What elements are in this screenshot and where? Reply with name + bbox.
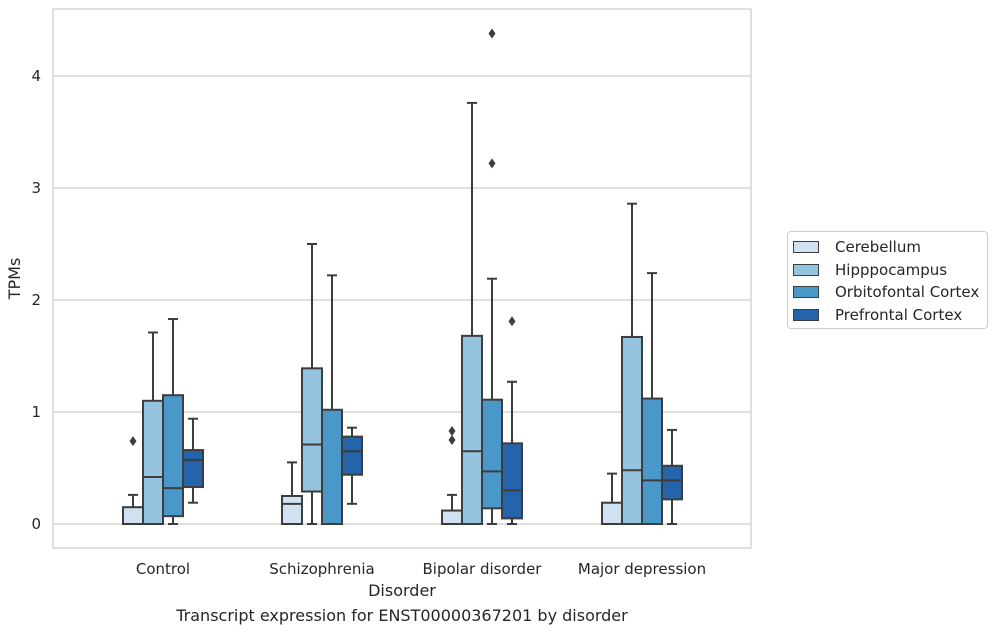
outlier-point: [488, 158, 496, 169]
x-tick-label: Major depression: [578, 560, 706, 578]
legend-label: Orbitofontal Cortex: [835, 283, 980, 302]
box-iqr: [481, 398, 503, 510]
box-orbitofontal-cortex: [321, 274, 343, 526]
legend-label: Cerebellum: [835, 238, 921, 257]
legend-item: Cerebellum: [793, 236, 987, 259]
legend-item: Orbitofontal Cortex: [793, 281, 987, 304]
legend: Cerebellum Hipppocampus Orbitofontal Corte…: [787, 231, 988, 329]
y-tick-label: 1: [31, 403, 41, 421]
box-iqr: [501, 442, 523, 520]
x-tick-label: Schizophrenia: [269, 560, 374, 578]
box-prefrontal-cortex: [341, 426, 363, 505]
y-tick-label: 0: [31, 515, 41, 533]
legend-swatch: [793, 286, 819, 299]
plot-frame: [52, 8, 752, 549]
box-iqr: [441, 509, 463, 525]
box-cerebellum: [601, 472, 623, 526]
box-cerebellum: [441, 426, 463, 525]
outlier-point: [448, 426, 456, 437]
legend-item: Hipppocampus: [793, 259, 987, 282]
outlier-point: [508, 316, 516, 327]
x-tick-label: Bipolar disorder: [423, 560, 543, 578]
box-iqr: [142, 399, 164, 525]
box-iqr: [341, 435, 363, 476]
box-iqr: [621, 335, 643, 525]
legend-swatch: [793, 308, 819, 321]
box-iqr: [601, 501, 623, 526]
box-iqr: [281, 495, 303, 525]
box-hipppocampus: [301, 243, 323, 525]
box-cerebellum: [122, 436, 144, 526]
box-orbitofontal-cortex: [641, 272, 663, 525]
box-iqr: [641, 397, 663, 525]
box-prefrontal-cortex: [501, 316, 523, 525]
legend-swatch: [793, 241, 819, 254]
box-hipppocampus: [621, 202, 643, 525]
box-iqr: [182, 449, 204, 489]
box-iqr: [301, 367, 323, 493]
x-tick-labels: Control Schizophrenia Bipolar disorder Majo…: [136, 560, 706, 578]
legend-label: Prefrontal Cortex: [835, 305, 963, 324]
y-tick-label: 3: [31, 179, 41, 197]
box-prefrontal-cortex: [182, 417, 204, 504]
legend-item: Prefrontal Cortex: [793, 304, 987, 327]
legend-label: Hipppocampus: [835, 260, 948, 279]
box-iqr: [461, 334, 483, 525]
y-tick-label: 2: [31, 291, 41, 309]
box-hipppocampus: [142, 331, 164, 525]
x-axis-title: Disorder: [368, 581, 436, 600]
box-hipppocampus: [461, 101, 483, 525]
box-iqr: [122, 506, 144, 526]
y-axis-title: TPMs: [5, 258, 24, 301]
box-iqr: [162, 394, 184, 518]
outlier-point: [488, 28, 496, 39]
box-plots: [122, 28, 683, 526]
y-tick-labels: 0 1 2 3 4: [31, 67, 41, 533]
chart-caption: Transcript expression for ENST0000036720…: [176, 606, 628, 625]
box-iqr: [321, 408, 343, 526]
box-cerebellum: [281, 461, 303, 525]
box-orbitofontal-cortex: [162, 318, 184, 525]
legend-swatch: [793, 263, 819, 276]
y-tick-label: 4: [31, 67, 41, 85]
x-tick-label: Control: [136, 560, 190, 578]
box-orbitofontal-cortex: [481, 28, 503, 525]
box-iqr: [661, 464, 683, 501]
box-prefrontal-cortex: [661, 428, 683, 525]
outlier-point: [129, 436, 137, 447]
outlier-point: [448, 435, 456, 445]
